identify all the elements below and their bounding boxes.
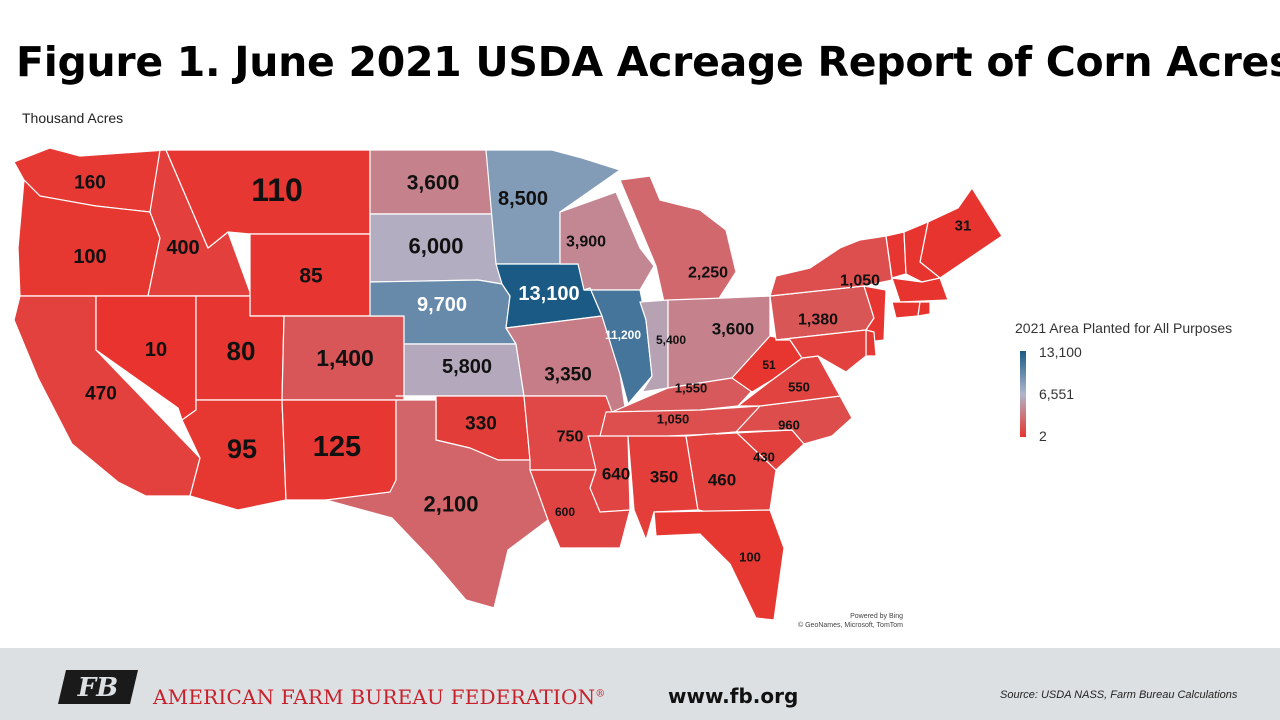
- state-value-label-ny: 1,050: [840, 273, 880, 290]
- state-value-label-wi: 3,900: [566, 234, 606, 251]
- state-value-label-sd: 6,000: [408, 234, 463, 259]
- state-value-label-ky: 1,550: [675, 381, 708, 396]
- state-value-label-id: 400: [166, 237, 199, 259]
- state-value-label-ms: 640: [602, 465, 630, 484]
- footer-bar: FB AMERICAN FARM BUREAU FEDERATION® www.…: [0, 648, 1280, 720]
- state-value-label-wa: 160: [74, 173, 106, 194]
- us-choropleth-map: 160 100 470 400 10 110 85 80 95 1,400 125 3,600 6,00…: [13, 147, 1003, 621]
- state-value-label-mo: 3,350: [544, 365, 592, 386]
- trademark: ®: [595, 688, 606, 700]
- legend-min: 2: [1039, 428, 1047, 444]
- state-value-label-ut: 80: [227, 336, 256, 366]
- fb-logo-icon: FB: [58, 670, 138, 704]
- org-name-text: AMERICAN FARM BUREAU FEDERATION: [153, 685, 596, 709]
- state-region-tx: [325, 399, 549, 609]
- state-value-label-wv: 51: [762, 358, 776, 372]
- state-value-label-fl: 100: [739, 550, 761, 565]
- logo-mark-text: FB: [77, 673, 118, 703]
- state-value-label-pa: 1,380: [798, 312, 838, 329]
- legend-max: 13,100: [1039, 344, 1082, 360]
- state-value-label-co: 1,400: [316, 345, 374, 371]
- state-value-label-ga: 460: [708, 471, 736, 490]
- state-region-de: [865, 329, 877, 357]
- state-region-fl: [653, 509, 785, 621]
- state-value-label-sc: 430: [753, 450, 775, 465]
- state-value-label-ia: 13,100: [518, 283, 579, 305]
- units-label: Thousand Acres: [22, 110, 124, 126]
- state-value-label-ok: 330: [465, 414, 497, 435]
- state-value-label-al: 350: [650, 468, 678, 487]
- state-region-ma: [891, 277, 949, 303]
- state-value-label-va: 550: [788, 380, 810, 395]
- state-value-label-oh: 3,600: [712, 320, 755, 339]
- attribution-credits: © GeoNames, Microsoft, TomTom: [798, 622, 903, 629]
- source-note: Source: USDA NASS, Farm Bureau Calculati…: [1000, 689, 1238, 701]
- state-value-label-az: 95: [227, 434, 257, 464]
- state-value-label-la: 600: [555, 505, 575, 519]
- state-value-label-tx: 2,100: [423, 492, 478, 517]
- state-value-label-tn: 1,050: [657, 412, 690, 427]
- legend-color-ramp: [1020, 351, 1026, 437]
- page-title: Figure 1. June 2021 USDA Acreage Report …: [16, 38, 1280, 86]
- state-region-ri: [917, 301, 931, 317]
- map-attribution: Powered by Bing © GeoNames, Microsoft, T…: [798, 612, 903, 630]
- state-value-label-or: 100: [73, 246, 106, 268]
- state-value-label-wy: 85: [299, 265, 323, 288]
- state-value-label-mi: 2,250: [688, 265, 728, 282]
- state-region-ct: [891, 301, 921, 319]
- state-value-label-mn: 8,500: [498, 188, 548, 210]
- state-value-label-in: 5,400: [656, 333, 686, 347]
- website-url[interactable]: www.fb.org: [668, 684, 799, 708]
- state-value-label-nv: 10: [145, 339, 167, 361]
- state-region-il: [583, 287, 653, 405]
- org-name: AMERICAN FARM BUREAU FEDERATION®: [153, 685, 606, 709]
- state-value-label-nc: 960: [778, 418, 800, 433]
- state-region-ny: [769, 235, 893, 297]
- state-value-label-ne: 9,700: [417, 294, 467, 316]
- state-value-label-ks: 5,800: [442, 356, 492, 378]
- legend-mid: 6,551: [1039, 386, 1075, 402]
- state-value-label-mt: 110: [251, 172, 303, 208]
- state-value-label-nd: 3,600: [407, 172, 460, 195]
- state-value-label-nm: 125: [313, 431, 361, 463]
- state-region-md: [775, 329, 867, 373]
- state-value-label-ar: 750: [557, 429, 584, 446]
- attribution-powered: Powered by Bing: [850, 613, 903, 620]
- map-legend: 2021 Area Planted for All Purposes 13,10…: [1015, 320, 1275, 450]
- state-value-label-ca: 470: [85, 384, 117, 405]
- legend-title: 2021 Area Planted for All Purposes: [1015, 320, 1233, 336]
- state-value-label-me: 31: [955, 218, 972, 235]
- state-value-label-il: 11,200: [605, 328, 641, 342]
